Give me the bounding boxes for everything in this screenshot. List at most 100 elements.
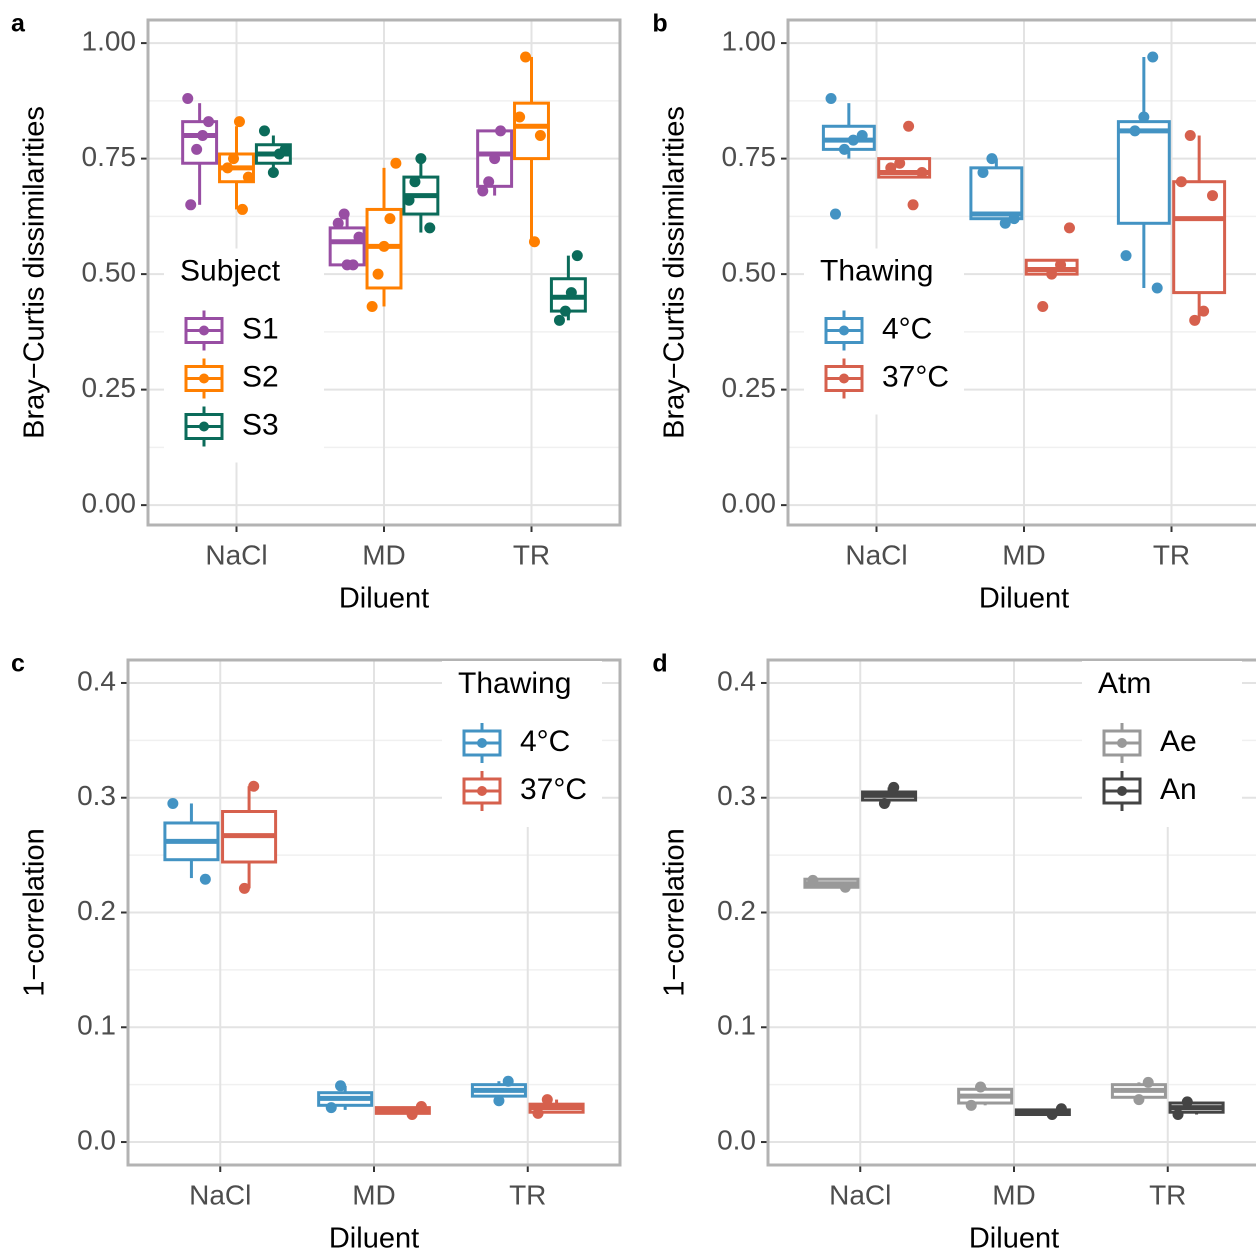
point [1046,1109,1058,1120]
point [366,300,378,312]
y-tick-label: 0.0 [717,1124,756,1155]
point [975,1081,987,1093]
point [888,781,900,793]
y-tick-label: 0.3 [77,780,116,811]
point [838,143,850,155]
point [1129,125,1141,137]
y-tick-label: 0.2 [77,895,116,926]
legend-title: Thawing [820,254,933,287]
point [1151,282,1163,294]
y-tick-label: 0.75 [722,141,777,172]
legend-label: 37°C [520,773,587,806]
legend-key-point [199,373,209,384]
y-tick-label: 0.1 [717,1010,756,1041]
point [273,148,285,160]
y-tick-label: 0.4 [77,665,116,696]
panel-border [126,658,622,1167]
point [1147,51,1159,63]
x-tick-label: TR [513,539,550,570]
point [409,176,421,188]
y-axis-title: 1−correlation [659,828,691,996]
point [222,162,234,174]
point [248,780,260,792]
point [825,93,837,105]
legend-key-point [477,738,487,748]
point [477,185,489,197]
y-axis-title: Bray−Curtis dissimilarities [19,106,51,439]
point [977,166,989,178]
x-tick-label: NaCl [189,1179,251,1210]
legend-key-point [839,325,849,336]
panel-label: a [11,10,26,38]
point [1037,300,1049,312]
legend-key-point [199,325,209,336]
point [847,134,859,146]
point [1063,222,1075,234]
point [1184,130,1196,142]
point [406,1109,418,1120]
point [335,1080,347,1092]
y-tick-label: 0.75 [82,141,137,172]
x-tick-label: MD [352,1179,396,1210]
point [233,116,245,128]
point [236,203,248,215]
point [493,1095,505,1107]
point [495,125,507,137]
box [181,120,219,165]
legend-label: 4°C [520,725,570,758]
y-axis-title: 1−correlation [19,828,51,996]
y-tick-label: 0.50 [722,257,777,288]
point [203,116,215,128]
y-tick-label: 1.00 [722,25,777,56]
point [1142,1076,1154,1088]
point [907,199,919,211]
point [571,250,583,262]
legend-label: 4°C [882,312,932,345]
point [1120,250,1132,262]
point [185,199,197,211]
point [502,1075,514,1087]
point [415,1100,427,1112]
point [1181,1096,1193,1108]
point [528,236,540,248]
legend-key-point [839,373,849,384]
x-tick-label: TR [1149,1179,1186,1210]
point [807,874,819,886]
point [514,111,526,123]
x-tick-label: TR [1153,539,1190,570]
point [1198,305,1210,317]
point [541,1094,553,1106]
point [489,153,501,165]
legend-key-point [477,786,487,796]
point [191,143,203,155]
legend-label: S2 [242,360,279,393]
point [424,222,436,234]
x-axis-title: Diluent [339,583,429,615]
x-tick-label: MD [992,1179,1036,1210]
x-axis-title: Diluent [969,1223,1059,1255]
x-tick-label: TR [509,1179,546,1210]
y-tick-label: 0.2 [717,895,756,926]
point [534,130,546,142]
point [559,305,571,317]
point [1172,1109,1184,1120]
panel-label: b [652,10,667,38]
point [325,1102,337,1114]
box [1116,120,1171,225]
point [182,93,194,105]
point [839,881,851,893]
y-tick-label: 1.00 [82,25,137,56]
panel-border [766,658,1256,1167]
point [1189,314,1201,326]
point [1055,259,1067,271]
point [1008,213,1020,225]
panel-label: d [652,650,667,678]
point [553,314,565,326]
point [238,882,250,894]
panel-border [786,18,1256,527]
point [1055,1103,1067,1115]
point [894,157,906,169]
point [403,194,415,206]
